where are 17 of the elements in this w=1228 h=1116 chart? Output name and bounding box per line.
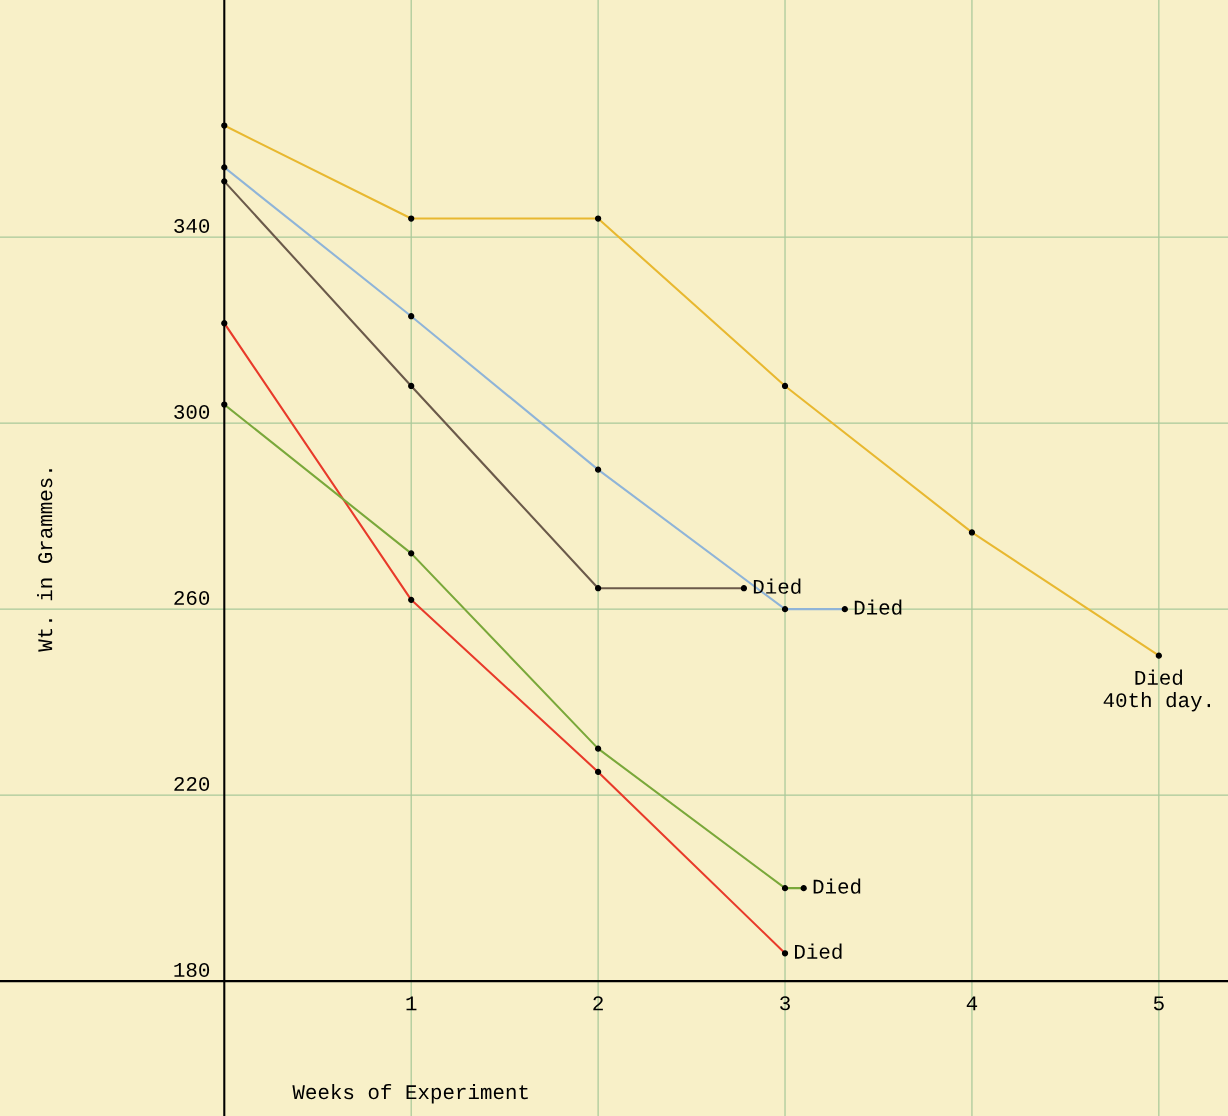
y-tick-label: 340 [174, 218, 210, 234]
annotation: Died [854, 599, 902, 615]
x-tick-label: 4 [966, 996, 978, 1011]
y-tick-label: 300 [174, 404, 210, 420]
x-tick-label: 1 [406, 996, 417, 1011]
x-axis-title: Weeks of Experiment [292, 1083, 528, 1104]
y-tick-label: 220 [174, 776, 210, 792]
x-tick-label: 2 [593, 996, 603, 1011]
annotation: Died 40th day. [1103, 669, 1211, 712]
y-axis-title: Wt. in Grammes. [37, 469, 53, 652]
annotation: Died [795, 943, 842, 959]
y-tick-label: 260 [174, 590, 210, 606]
annotation: Died [813, 878, 861, 894]
x-tick-label: 3 [780, 996, 790, 1011]
y-tick-label: 180 [174, 962, 210, 978]
x-tick-label: 5 [1153, 996, 1164, 1011]
annotation: Died [753, 578, 801, 594]
